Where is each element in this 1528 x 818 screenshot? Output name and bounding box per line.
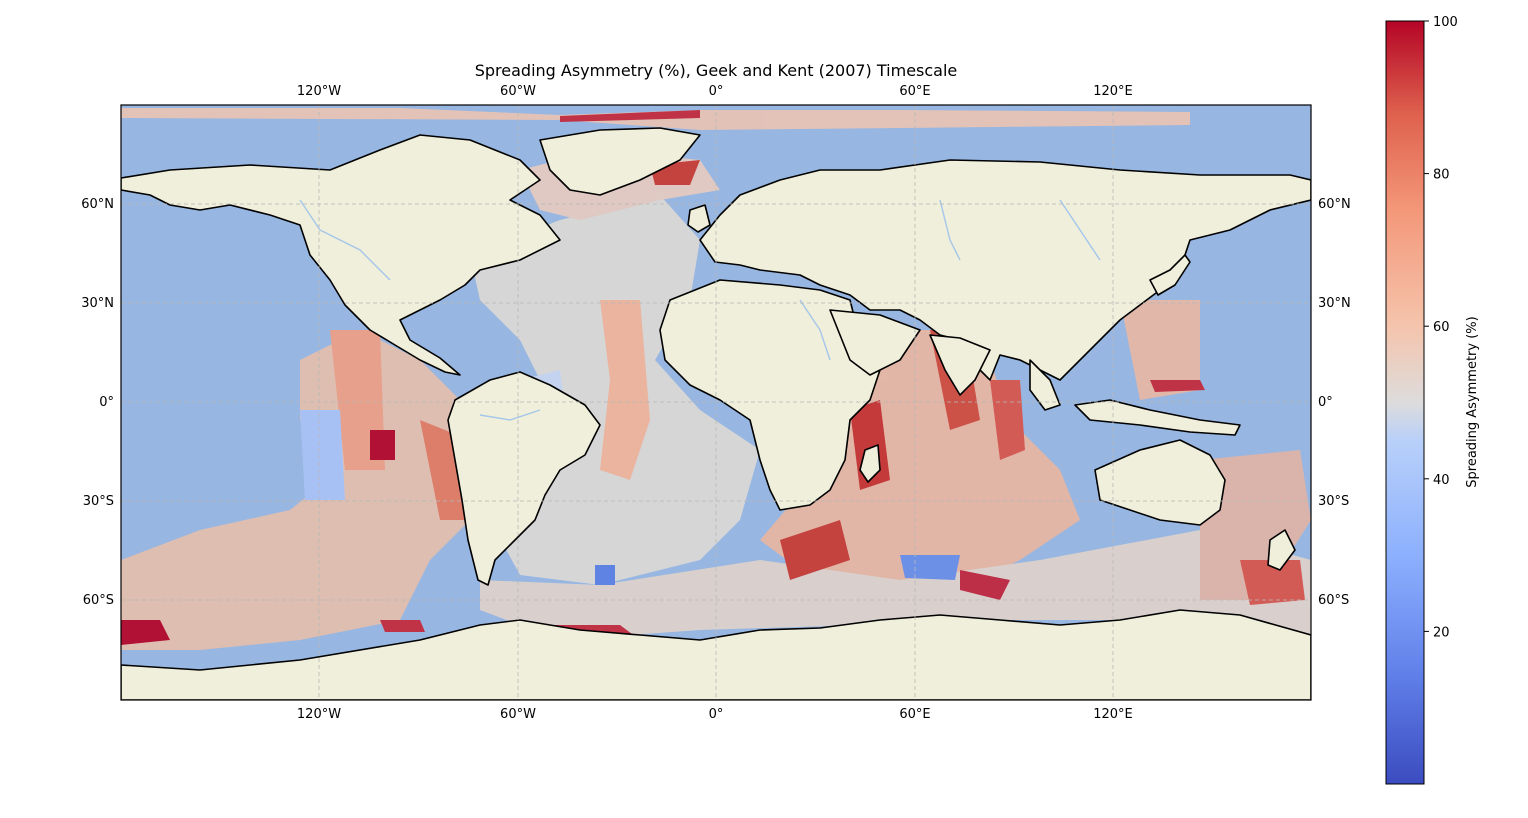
australia: [1094, 439, 1226, 526]
rivers: [299, 199, 1101, 421]
tick-bottom-0: 120°W: [297, 707, 341, 722]
tick-top-3: 60°E: [899, 84, 930, 99]
tick-bottom-1: 60°W: [500, 707, 536, 722]
india: [929, 334, 991, 396]
tick-left-4: 60°S: [83, 593, 114, 608]
tick-left-2: 0°: [99, 395, 114, 410]
tick-right-2: 0°: [1318, 395, 1333, 410]
arabia: [829, 309, 921, 376]
tick-left-0: 60°N: [81, 197, 114, 212]
colorbar-tick-label: 20: [1433, 625, 1450, 640]
madagascar: [859, 444, 881, 483]
map-area: [121, 105, 1311, 700]
tick-bottom-3: 60°E: [899, 707, 930, 722]
north-america: [121, 134, 561, 376]
tick-top-4: 120°E: [1093, 84, 1133, 99]
colorbar-tick-label: 100: [1433, 15, 1458, 30]
tick-top-0: 120°W: [297, 84, 341, 99]
indonesia: [1074, 399, 1241, 436]
land-masses: [121, 127, 1311, 700]
tick-top-1: 60°W: [500, 84, 536, 99]
africa: [659, 279, 881, 511]
tick-right-0: 60°N: [1318, 197, 1351, 212]
greenland: [539, 127, 701, 196]
x-ticks-top: 120°W 60°W 0° 60°E 120°E: [297, 84, 1133, 99]
colorbar-tick-label: 60: [1433, 320, 1450, 335]
colorbar-ticks: 100 80 60 40 20: [1424, 15, 1458, 640]
colorbar-label: Spreading Asymmetry (%): [1465, 316, 1480, 487]
uk: [687, 204, 711, 233]
colorbar-gradient: [1385, 20, 1425, 785]
tick-left-3: 30°S: [83, 494, 114, 509]
map-title: Spreading Asymmetry (%), Geek and Kent (…: [475, 61, 958, 80]
map-frame: [120, 104, 1312, 701]
colorbar-tick-label: 80: [1433, 168, 1450, 183]
colorbar-tick-label: 40: [1433, 473, 1450, 488]
tick-left-1: 30°N: [81, 296, 114, 311]
colorbar: 100 80 60 40 20 Spreading Asymmetry (%): [1385, 15, 1480, 785]
tick-top-2: 0°: [709, 84, 724, 99]
tick-bottom-4: 120°E: [1093, 707, 1133, 722]
japan: [1149, 254, 1191, 296]
gridlines: [121, 105, 1311, 700]
tick-right-4: 60°S: [1318, 593, 1349, 608]
tick-bottom-2: 0°: [709, 707, 724, 722]
y-ticks-right: 60°N 30°N 0° 30°S 60°S: [1318, 197, 1351, 608]
south-america: [447, 371, 601, 586]
y-ticks-left: 60°N 30°N 0° 30°S 60°S: [81, 197, 114, 608]
southeast-asia: [1029, 359, 1061, 411]
x-ticks-bottom: 120°W 60°W 0° 60°E 120°E: [297, 707, 1133, 722]
tick-right-1: 30°N: [1318, 296, 1351, 311]
eurasia: [699, 159, 1311, 381]
new-zealand: [1267, 529, 1296, 571]
tick-right-3: 30°S: [1318, 494, 1349, 509]
